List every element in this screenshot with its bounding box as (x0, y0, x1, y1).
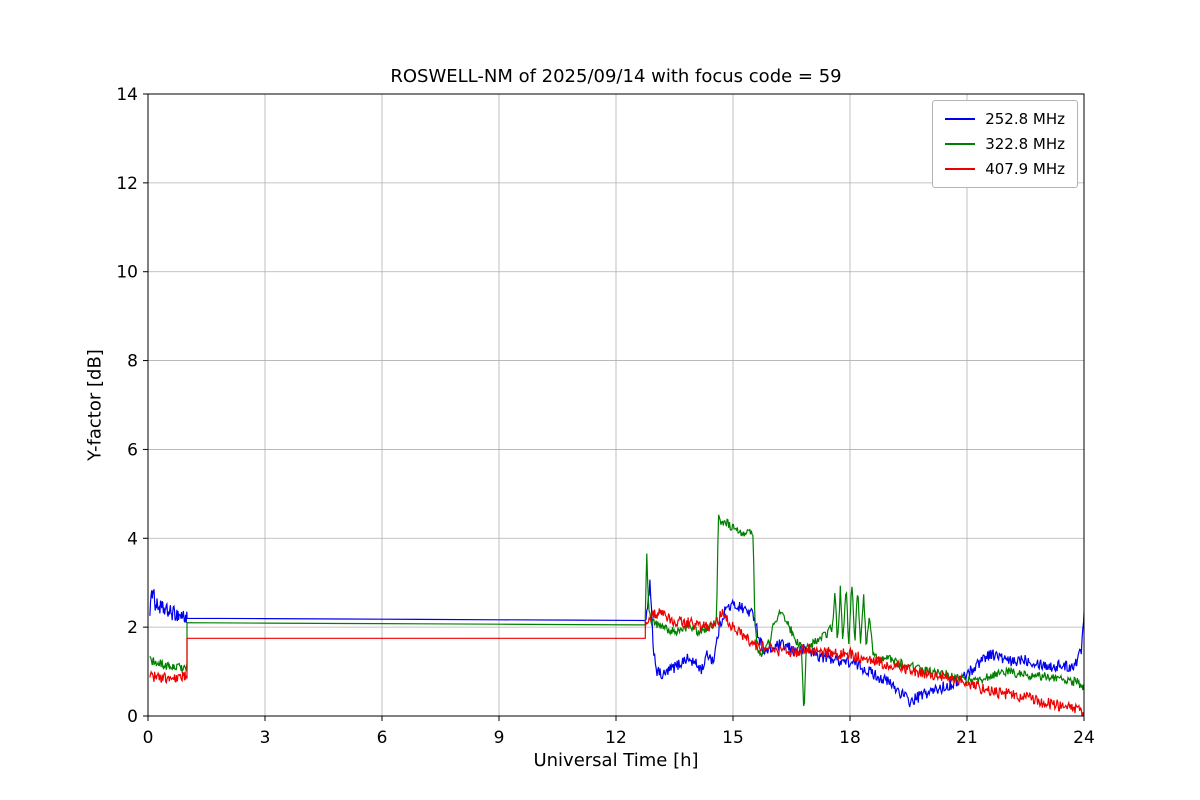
y-tick-label: 2 (127, 618, 138, 638)
legend-item: 407.9 MHz (945, 160, 1065, 178)
legend-line-sample (945, 168, 976, 170)
chart-title: ROSWELL-NM of 2025/09/14 with focus code… (390, 66, 842, 87)
legend-line-sample (945, 118, 976, 120)
y-axis-label: Y-factor [dB] (84, 349, 106, 461)
y-tick-label: 0 (127, 707, 138, 727)
legend: 252.8 MHz 322.8 MHz 407.9 MHz (932, 100, 1078, 188)
series-line-322-8-MHz (149, 514, 1084, 707)
x-tick-label: 15 (722, 728, 744, 748)
x-tick-label: 21 (956, 728, 978, 748)
x-tick-label: 0 (143, 728, 154, 748)
x-tick-label: 9 (494, 728, 505, 748)
y-tick-label: 4 (127, 529, 138, 549)
x-axis-label: Universal Time [h] (533, 750, 699, 771)
x-tick-label: 6 (377, 728, 388, 748)
y-tick-label: 8 (127, 352, 138, 372)
y-tick-label: 14 (116, 85, 138, 105)
legend-item: 322.8 MHz (945, 135, 1065, 153)
y-tick-label: 10 (116, 263, 138, 283)
legend-item: 252.8 MHz (945, 110, 1065, 128)
legend-label: 322.8 MHz (985, 135, 1065, 153)
x-tick-label: 24 (1073, 728, 1095, 748)
x-tick-label: 18 (839, 728, 861, 748)
x-tick-label: 12 (605, 728, 627, 748)
legend-line-sample (945, 143, 976, 145)
x-tick-label: 3 (260, 728, 271, 748)
legend-label: 407.9 MHz (985, 160, 1065, 178)
series-line-407-9-MHz (149, 608, 1084, 716)
y-tick-label: 6 (127, 440, 138, 460)
legend-label: 252.8 MHz (985, 110, 1065, 128)
y-tick-label: 12 (116, 174, 138, 194)
series-line-252-8-MHz (149, 579, 1084, 708)
